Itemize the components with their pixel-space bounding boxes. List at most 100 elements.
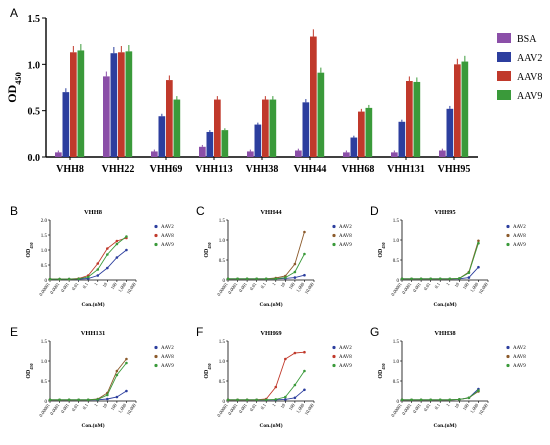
point-aav9 <box>125 235 128 238</box>
panel-letter-e: E <box>10 325 19 339</box>
bar-aav8-vhh38 <box>262 99 269 157</box>
point-aav9 <box>458 398 461 401</box>
point-aav9 <box>419 398 423 402</box>
legend-marker-aav2 <box>506 345 510 350</box>
point-aav2 <box>106 397 109 401</box>
x-tick-label: 0.0001 <box>227 281 239 295</box>
panel-letter-c: C <box>196 204 205 218</box>
bar-aav8-vhh44 <box>310 36 317 157</box>
chart-title-f: VHH69 <box>260 330 282 337</box>
y-tick-label: 0.5 <box>219 259 226 264</box>
y-tick-label: 1.5 <box>393 340 400 345</box>
y-tick-label: 1.5 <box>41 234 48 239</box>
bar-aav9-vhh44 <box>317 72 325 157</box>
curve-aav9 <box>402 243 479 280</box>
x-tick-label: 0.001 <box>60 281 70 293</box>
y-tick-label: 1.0 <box>393 239 400 244</box>
x-tick-label: 1,000 <box>469 402 480 414</box>
bar-aav8-vhh131 <box>406 81 413 157</box>
legend-marker-aav2 <box>506 224 510 229</box>
bar-bsa-vhh22 <box>103 76 110 157</box>
x-tick-label: 1,000 <box>117 281 128 293</box>
point-aav9 <box>448 398 452 402</box>
point-aav9 <box>477 241 480 245</box>
legend-label-aav9: AAV9 <box>517 91 542 102</box>
point-aav9 <box>284 395 287 399</box>
legend-label-aav2: AAV2 <box>339 225 352 230</box>
point-aav8 <box>284 357 287 361</box>
x-tick-label: 10 <box>453 402 460 409</box>
legend-label-aav8: AAV8 <box>339 355 352 360</box>
bar-aav8-vhh69 <box>166 80 173 157</box>
chart-title-d: VHH95 <box>434 209 456 216</box>
x-axis-label-d: Con.(nM) <box>433 301 456 308</box>
point-aav9 <box>429 277 432 281</box>
point-aav9 <box>410 398 413 402</box>
x-tick-label: 10,000 <box>303 402 316 416</box>
y-tick-label: 0 <box>45 279 48 284</box>
point-aav9 <box>106 393 109 397</box>
x-tick-label: 1 <box>445 402 451 407</box>
point-aav9 <box>236 277 239 281</box>
curve-aav8 <box>228 351 305 401</box>
x-tick-label: 0.00001 <box>216 402 229 418</box>
curve-aav8 <box>228 231 305 280</box>
point-aav2 <box>293 276 297 279</box>
x-tick-label-a: VHH95 <box>438 164 471 175</box>
x-tick-label: 100 <box>110 402 118 411</box>
point-aav9 <box>429 398 432 402</box>
point-aav2 <box>125 389 128 393</box>
y-axis-label-f: OD450 <box>204 363 212 378</box>
x-tick-label: 0.01 <box>423 402 432 412</box>
point-aav9 <box>477 389 480 392</box>
y-tick-label: 0 <box>223 400 226 405</box>
point-aav9 <box>458 277 461 280</box>
x-tick-label: 0.00001 <box>390 402 403 418</box>
x-tick-label: 100 <box>462 402 470 411</box>
point-aav8 <box>293 262 297 266</box>
legend-swatch-aav8 <box>497 71 511 81</box>
x-tick-label: 1,000 <box>295 281 306 293</box>
y-tick-label: 0.5 <box>393 259 400 264</box>
point-aav9 <box>419 277 423 281</box>
x-tick-label: 10 <box>279 281 286 288</box>
legend-label-aav8: AAV8 <box>161 234 174 239</box>
x-tick-label: 0.001 <box>238 281 248 293</box>
y-tick-label: 1.0 <box>219 360 226 365</box>
x-tick-label-a: VHH69 <box>150 164 183 175</box>
y-tick-label: 1.0 <box>219 239 226 244</box>
bar-aav8-vhh22 <box>118 52 125 157</box>
legend-label-bsa: BSA <box>517 34 537 45</box>
x-tick-label: 10 <box>453 281 460 288</box>
x-tick-label: 1,000 <box>117 402 128 414</box>
x-tick-label: 10 <box>279 402 286 409</box>
legend-marker-aav2 <box>154 224 158 229</box>
x-tick-label: 100 <box>288 402 296 411</box>
x-tick-label: 0.0001 <box>401 281 413 295</box>
bar-aav2-vhh44 <box>302 102 310 157</box>
x-axis-label-c: Con.(nM) <box>259 301 282 308</box>
point-aav9 <box>274 398 278 401</box>
legend-marker-aav9 <box>332 363 336 368</box>
point-aav2 <box>303 388 306 392</box>
x-axis-label-b: Con.(nM) <box>81 301 104 308</box>
point-aav9 <box>67 398 71 402</box>
bar-bsa-vhh95 <box>439 150 446 157</box>
point-aav9 <box>264 277 268 281</box>
point-aav9 <box>467 396 471 400</box>
point-aav2 <box>293 396 297 400</box>
y-tick-label: 0 <box>45 400 48 405</box>
legend-marker-aav9 <box>506 242 510 247</box>
x-tick-label: 0.1 <box>260 402 268 410</box>
y-axis-label-b: OD450 <box>26 242 34 257</box>
point-aav2 <box>477 265 480 269</box>
legend-label-aav8: AAV8 <box>513 234 526 239</box>
bar-aav2-vhh95 <box>446 108 454 157</box>
point-aav2 <box>125 248 128 252</box>
point-aav9 <box>245 277 249 281</box>
point-aav9 <box>255 277 258 281</box>
legend-label-aav2: AAV2 <box>513 346 526 351</box>
